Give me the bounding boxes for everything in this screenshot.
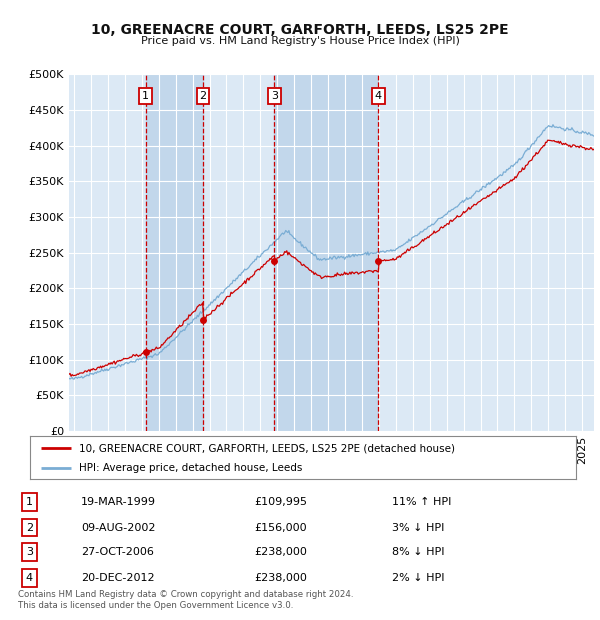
Text: 11% ↑ HPI: 11% ↑ HPI (392, 497, 452, 507)
Text: 4: 4 (375, 91, 382, 101)
Text: £109,995: £109,995 (254, 497, 307, 507)
Text: This data is licensed under the Open Government Licence v3.0.: This data is licensed under the Open Gov… (18, 601, 293, 611)
Text: £238,000: £238,000 (254, 547, 307, 557)
Text: 3: 3 (271, 91, 278, 101)
Text: 19-MAR-1999: 19-MAR-1999 (81, 497, 156, 507)
Text: 20-DEC-2012: 20-DEC-2012 (81, 573, 155, 583)
Text: 10, GREENACRE COURT, GARFORTH, LEEDS, LS25 2PE (detached house): 10, GREENACRE COURT, GARFORTH, LEEDS, LS… (79, 443, 455, 453)
Text: 2% ↓ HPI: 2% ↓ HPI (392, 573, 445, 583)
Text: 4: 4 (26, 573, 33, 583)
Text: 3: 3 (26, 547, 33, 557)
Text: Price paid vs. HM Land Registry's House Price Index (HPI): Price paid vs. HM Land Registry's House … (140, 36, 460, 46)
Text: 8% ↓ HPI: 8% ↓ HPI (392, 547, 445, 557)
Text: 3% ↓ HPI: 3% ↓ HPI (392, 523, 445, 533)
Text: 09-AUG-2002: 09-AUG-2002 (81, 523, 155, 533)
Bar (274, 74, 379, 431)
Text: 2: 2 (26, 523, 33, 533)
Text: £156,000: £156,000 (254, 523, 307, 533)
Text: 27-OCT-2006: 27-OCT-2006 (81, 547, 154, 557)
Text: £238,000: £238,000 (254, 573, 307, 583)
Text: Contains HM Land Registry data © Crown copyright and database right 2024.: Contains HM Land Registry data © Crown c… (18, 590, 353, 600)
Text: HPI: Average price, detached house, Leeds: HPI: Average price, detached house, Leed… (79, 463, 302, 473)
Bar (146, 74, 203, 431)
Text: 1: 1 (26, 497, 33, 507)
Text: 2: 2 (199, 91, 206, 101)
Text: 10, GREENACRE COURT, GARFORTH, LEEDS, LS25 2PE: 10, GREENACRE COURT, GARFORTH, LEEDS, LS… (91, 23, 509, 37)
Text: 1: 1 (142, 91, 149, 101)
